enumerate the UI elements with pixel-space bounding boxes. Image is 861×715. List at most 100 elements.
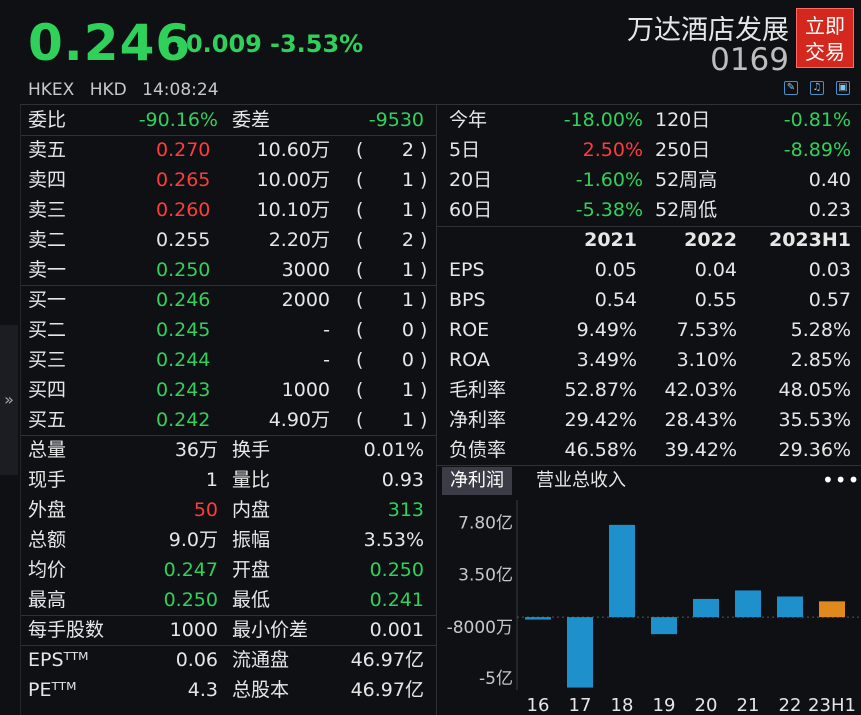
performance-label: 250日 [655,139,711,161]
stat-value: 0.250 [369,559,424,581]
stat-label: 总股本 [232,679,290,701]
stat-row: 总量 36万 换手 0.01% [20,435,436,465]
stat-value: 0.241 [369,589,424,611]
stat-row: 均价 0.247 开盘 0.250 [20,555,436,585]
order-ratio-row: 委比 -90.16% 委差 -9530 [20,105,436,135]
stat-label: 均价 [28,559,67,581]
stat-label: 量比 [232,469,271,491]
financial-row: BPS 0.54 0.55 0.57 [437,285,861,315]
price-change-percent: -3.53% [270,30,364,58]
ask-row-2-price: 0.255 [156,229,211,251]
ask-row-2-paren-close: ) [420,229,428,251]
stat-value: 50 [193,499,218,521]
stat-value: 0.01% [363,439,424,461]
currency-label: HKD [89,80,127,100]
ask-row-5-label: 卖五 [28,139,67,161]
ask-row-1-count: 1 [401,259,414,281]
quote-meta: HKEX HKD 14:08:24 [28,80,229,100]
bid-row-2-paren-close: ) [420,319,428,341]
ask-row-4-price: 0.265 [156,169,211,191]
more-options-icon[interactable]: ••• [822,468,861,492]
bid-row-4-paren-open: ( [356,379,364,401]
chart-bar [609,524,635,618]
financial-value: 5.28% [790,319,851,341]
bid-row-5: 买五 0.242 4.90万 (1) [20,405,436,435]
financial-value: 9.49% [576,319,637,341]
tab-revenue[interactable]: 营业总收入 [536,470,626,491]
ask-row-4-paren-open: ( [356,169,364,191]
stat-row: 每手股数 1000 最小价差 0.001 [20,615,436,645]
financial-value: 35.53% [778,409,851,431]
stat-value: 4.3 [187,679,218,701]
stat-label: 外盘 [28,499,67,521]
ask-row-3: 卖三 0.260 10.10万 (1) [20,195,436,225]
bid-row-2-label: 买二 [28,319,67,341]
financials-panel: 今年 -18.00% 120日 -0.81% 5日 2.50% 250日 -8.89% 20日 -… [437,105,861,465]
performance-row: 今年 -18.00% 120日 -0.81% [437,105,861,135]
financial-value: 3.49% [576,349,637,371]
bid-row-1-label: 买一 [28,289,67,311]
y-tick-label: -5亿 [479,669,513,689]
stat-label: EPSᵀᵀᴹ [28,649,89,671]
financial-value: 0.54 [594,289,637,311]
trade-now-button[interactable]: 立即 交易 [796,8,854,68]
ask-row-2-count: 2 [401,229,414,251]
financial-label: EPS [449,259,485,281]
stat-label: 总量 [28,439,67,461]
x-tick-label: 21 [737,695,760,715]
financial-year: 2022 [684,229,737,251]
exchange-label: HKEX [28,80,75,100]
ask-row-2: 卖二 0.255 2.20万 (2) [20,225,436,255]
x-tick-label: 17 [569,695,592,715]
edit-icon[interactable]: ✎ [784,81,798,95]
fullscreen-icon[interactable]: ▣ [836,81,850,95]
financial-row: ROA 3.49% 3.10% 2.85% [437,345,861,375]
bid-row-3-paren-open: ( [356,349,364,371]
x-tick-label: 22 [779,695,802,715]
performance-value: -0.81% [783,109,851,131]
net-profit-chart: 7.80亿 3.50亿 -8000万 -5亿 16 17 18 19 20 21 22 23H1 [447,500,861,715]
financial-row: 净利率 29.42% 28.43% 35.53% [437,405,861,435]
financial-value: 7.53% [676,319,737,341]
stat-label: 流通盘 [232,649,290,671]
financial-row: 负债率 46.58% 39.42% 29.36% [437,435,861,465]
bid-row-2-price: 0.245 [156,319,211,341]
current-price: 0.246 [28,14,192,72]
chart-bar [819,601,845,618]
financial-row: ROE 9.49% 7.53% 5.28% [437,315,861,345]
chart-bar [651,617,677,635]
bid-row-1-price: 0.246 [156,289,211,311]
stat-label: 内盘 [232,499,271,521]
trade-button-label-2: 交易 [805,40,845,64]
ask-row-1-price: 0.250 [156,259,211,281]
financial-value: 0.55 [694,289,737,311]
performance-label: 60日 [449,199,493,221]
bid-row-5-count: 1 [401,409,414,431]
x-tick-label: 23H1 [808,695,856,715]
tab-net-profit[interactable]: 净利润 [442,467,512,495]
ask-row-2-volume: 2.20万 [268,229,330,251]
bid-row-4-label: 买四 [28,379,67,401]
stat-value: 46.97亿 [350,649,424,671]
expand-panel-icon[interactable]: » [0,325,18,475]
performance-value: -18.00% [563,109,643,131]
stat-row: 总额 9.0万 振幅 3.53% [20,525,436,555]
bell-icon[interactable]: ♫ [810,81,824,95]
stat-label: 开盘 [232,559,271,581]
performance-row: 20日 -1.60% 52周高 0.40 [437,165,861,195]
financial-value: 0.04 [694,259,737,281]
price-change: -0.009 [176,30,262,58]
bid-row-5-paren-open: ( [356,409,364,431]
ask-row-5-count: 2 [401,139,414,161]
bid-row-2-paren-open: ( [356,319,364,341]
financial-value: 0.05 [594,259,637,281]
stat-value: 0.93 [381,469,424,491]
financial-value: 29.36% [778,439,851,461]
bid-row-4: 买四 0.243 1000 (1) [20,375,436,405]
stat-value: 1 [205,469,218,491]
stat-value: 46.97亿 [350,679,424,701]
x-tick-label: 16 [527,695,550,715]
ask-row-2-paren-open: ( [356,229,364,251]
order-diff-label: 委差 [232,109,271,131]
stat-label: 每手股数 [28,619,105,641]
